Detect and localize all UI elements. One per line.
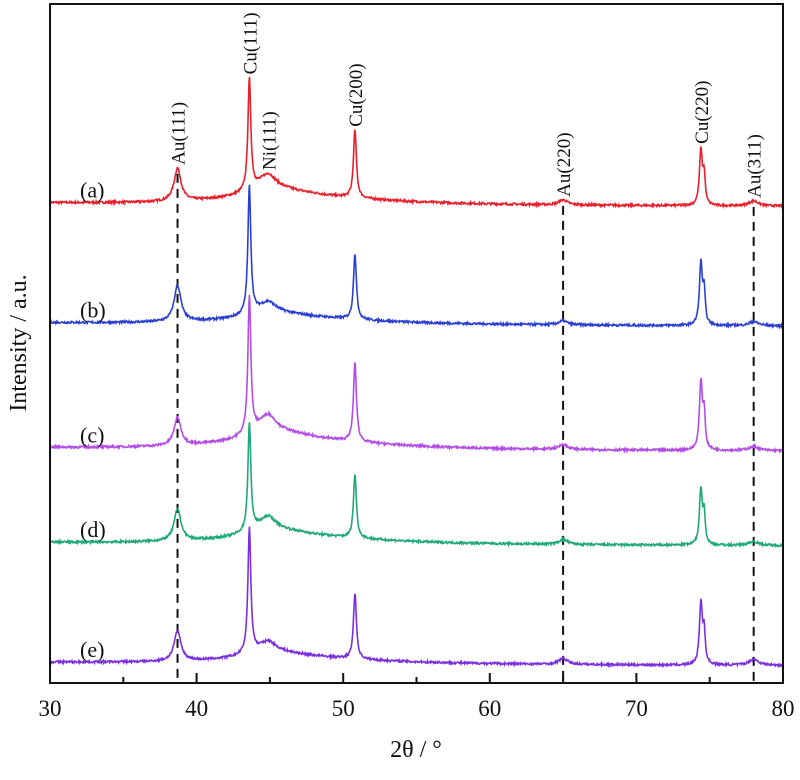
trace-e [49, 526, 784, 669]
peak-label: Au(220) [554, 132, 575, 196]
peak-label: Cu(200) [346, 63, 367, 126]
x-tick-label: 30 [39, 696, 62, 721]
x-tick-label: 40 [185, 696, 208, 721]
series-label: (b) [80, 298, 106, 323]
trace-c [49, 294, 784, 454]
x-tick-label: 80 [772, 696, 795, 721]
peak-label: Au(311) [745, 134, 766, 198]
x-tick-label: 60 [478, 696, 501, 721]
x-tick-label: 50 [332, 696, 355, 721]
peak-labels: Au(111) Cu(111) Ni(111) Cu(200) Au(220) Cu(22… [169, 12, 766, 197]
series-label: (a) [80, 178, 104, 203]
xrd-traces [49, 76, 784, 669]
x-tick-label: 70 [625, 696, 648, 721]
series-labels: (a) (b) (c) (d) (e) [80, 178, 106, 662]
series-label: (c) [80, 422, 104, 447]
y-axis-label: Intensity / a.u. [6, 274, 32, 411]
x-axis-label: 2θ / ° [390, 737, 442, 763]
x-axis-ticks: 30 40 50 60 70 80 [39, 673, 795, 721]
plot-frame [49, 3, 784, 684]
trace-a [49, 76, 784, 210]
reference-lines [176, 173, 755, 683]
peak-label: Au(111) [169, 102, 190, 165]
series-label: (d) [80, 517, 106, 542]
peak-label: Cu(111) [240, 12, 261, 74]
peak-label: Ni(111) [259, 111, 280, 170]
trace-b [49, 184, 784, 330]
peak-label: Cu(220) [692, 80, 713, 143]
trace-d [49, 422, 784, 549]
series-label: (e) [80, 637, 104, 662]
